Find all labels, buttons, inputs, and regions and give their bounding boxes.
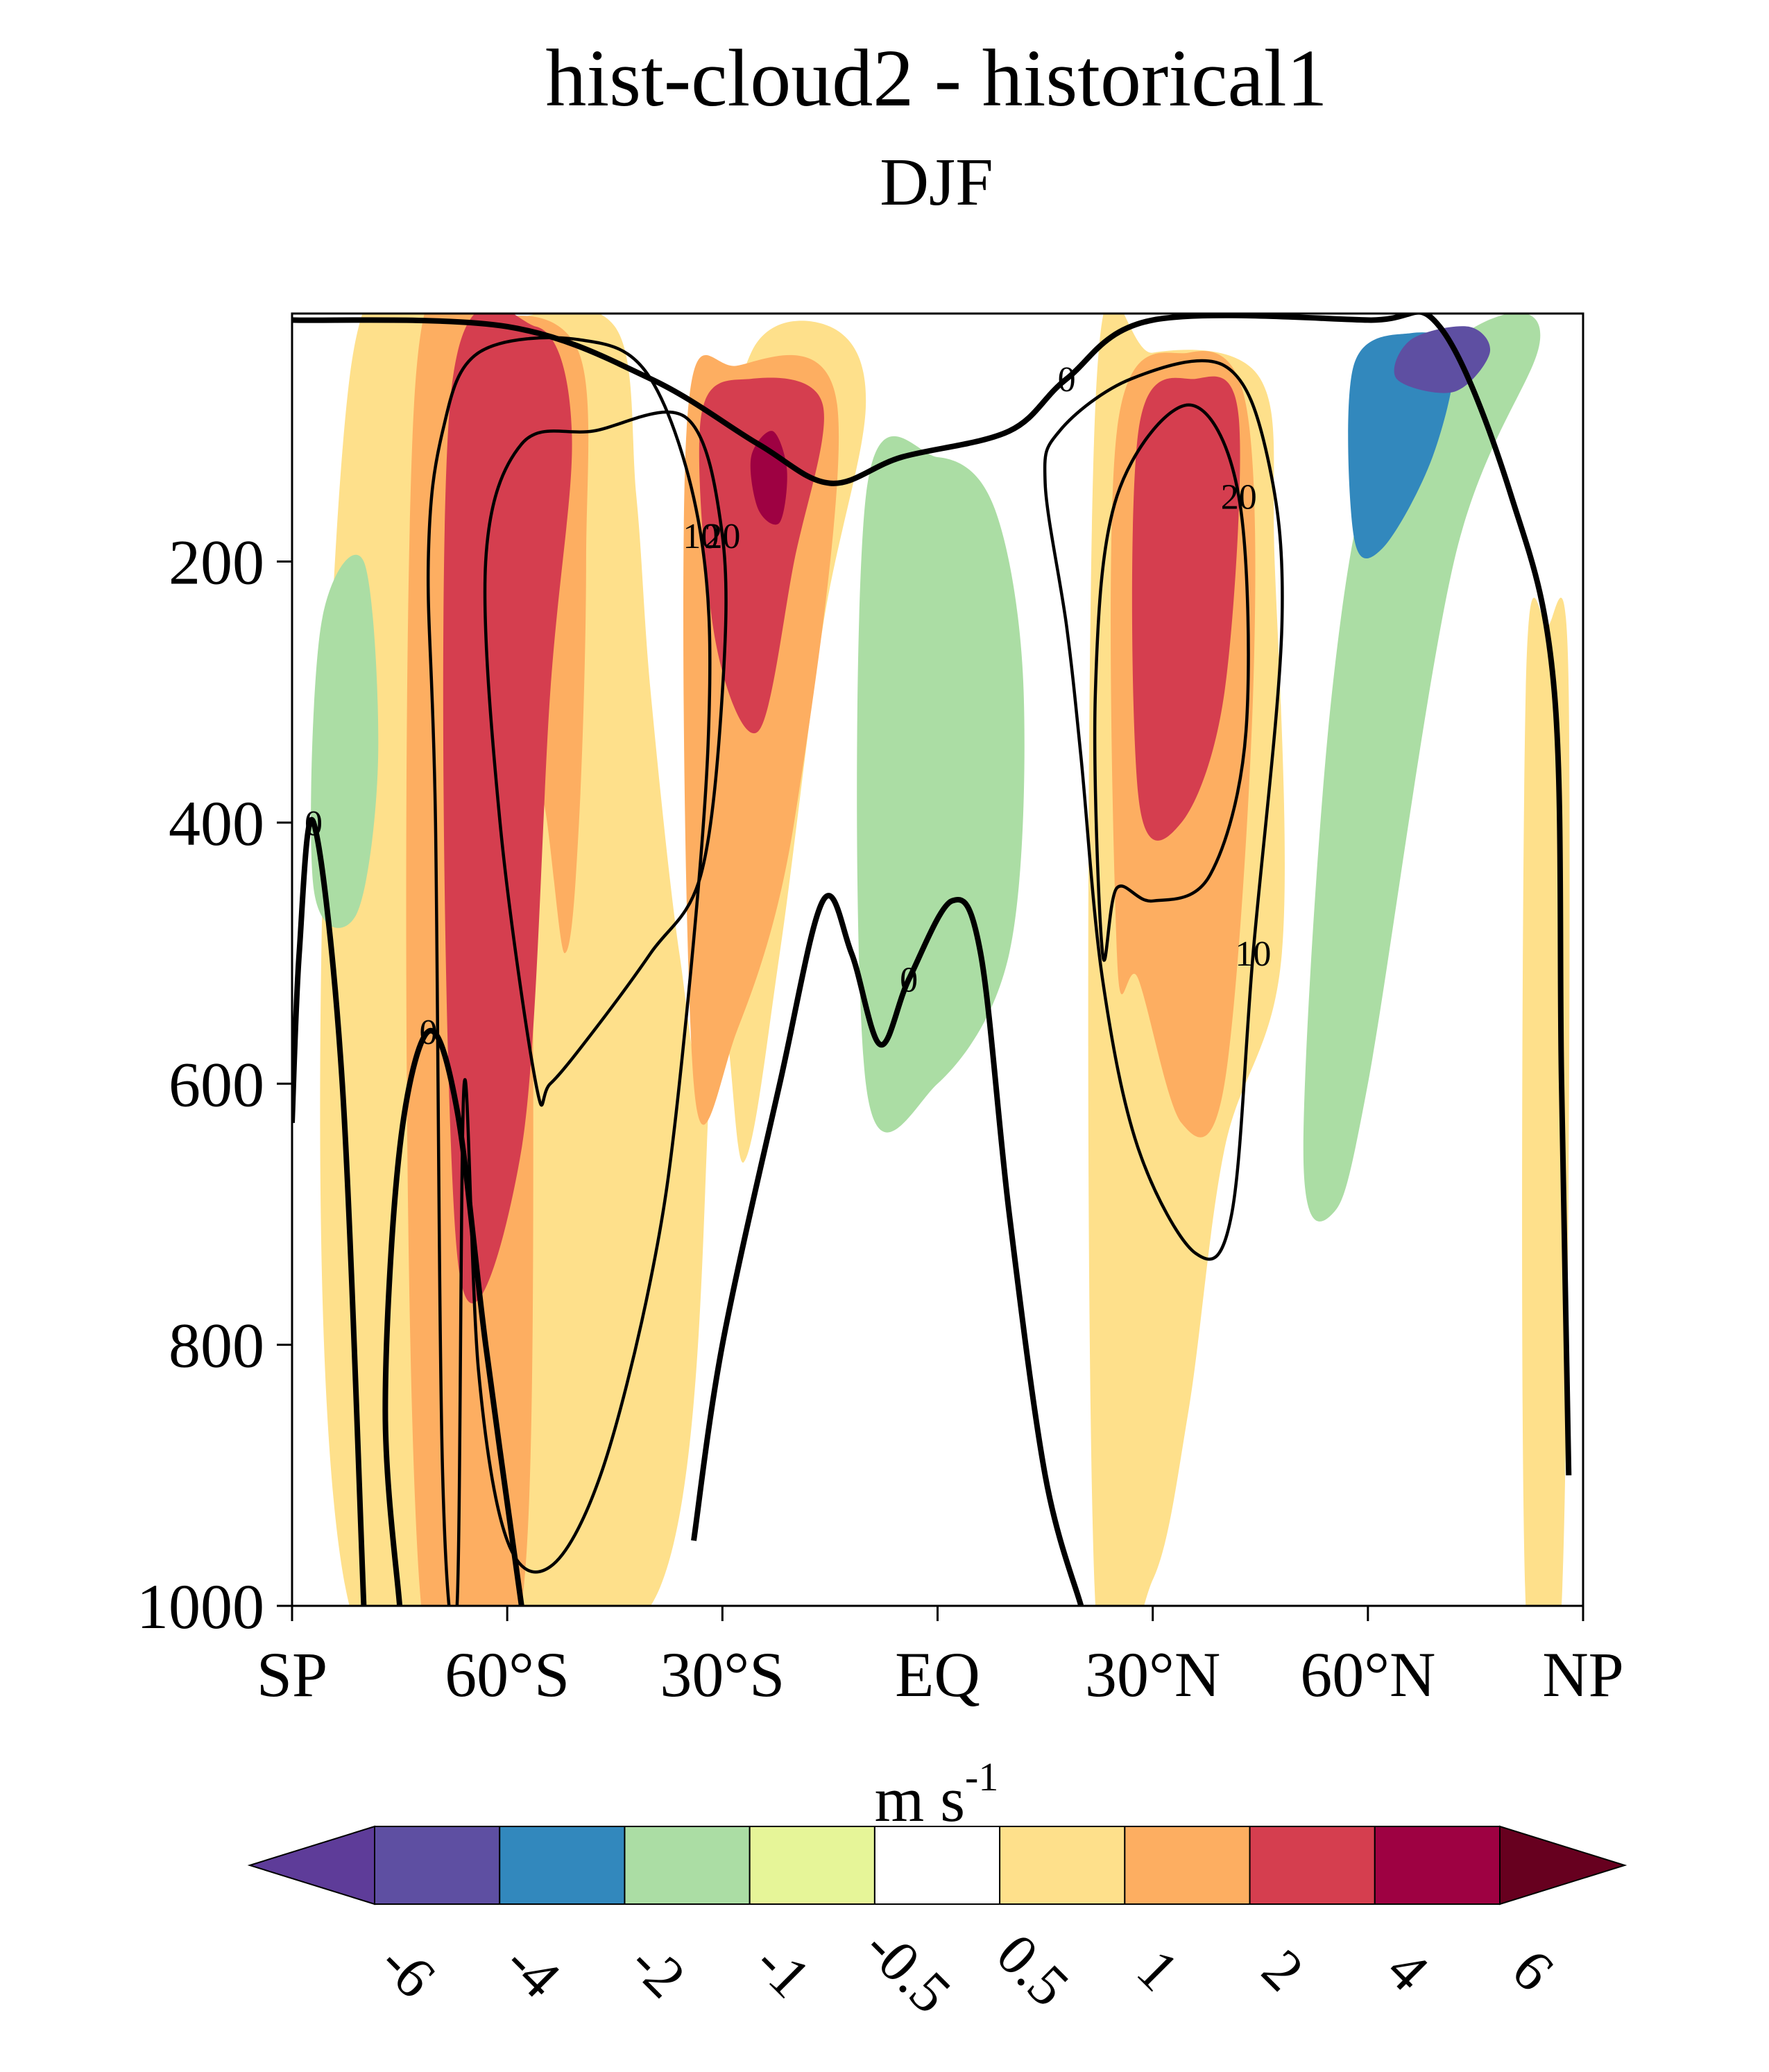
y-axis: 200 400 600 800 1000 xyxy=(137,527,292,1642)
chart-title: hist-cloud2 - historical1 xyxy=(545,33,1327,123)
contour-10-line xyxy=(426,336,712,1606)
colorbar-segment xyxy=(374,1826,501,1905)
colorbar-segment xyxy=(1374,1826,1501,1905)
colorbar-segment xyxy=(624,1826,751,1905)
contour-0-line xyxy=(292,314,1572,1475)
contour-label: 0 xyxy=(305,804,323,844)
colorbar-tick-label: -1 xyxy=(742,1930,822,2010)
y-tick-label: 1000 xyxy=(137,1571,264,1642)
contour-label: 0 xyxy=(1058,360,1076,400)
fill-region-11 xyxy=(311,554,379,928)
x-axis: SP 60°S 30°S EQ 30°N 60°N NP xyxy=(257,1606,1624,1710)
contour-label: 20 xyxy=(704,517,740,556)
fill-region-8 xyxy=(1131,376,1240,841)
colorbar-segment xyxy=(999,1826,1126,1905)
colorbar-segment xyxy=(499,1826,626,1905)
contour-label: 0 xyxy=(900,961,918,1000)
colorbar-unit-base: m s xyxy=(875,1764,965,1835)
colorbar-segment xyxy=(749,1826,875,1905)
x-tick-label: 60°N xyxy=(1300,1639,1435,1710)
contour-20-line xyxy=(1093,403,1250,962)
colorbar-unit: m s-1 xyxy=(875,1754,999,1835)
contour-label: 10 xyxy=(1235,934,1271,974)
colorbar-segment xyxy=(1249,1826,1376,1905)
colorbar-high-extension xyxy=(1499,1825,1627,1906)
y-tick-label: 600 xyxy=(169,1049,264,1120)
x-tick-label: 30°N xyxy=(1085,1639,1220,1710)
colorbar-tick-label: -0.5 xyxy=(852,1915,963,2026)
colorbar-tick-label: -6 xyxy=(368,1930,447,2010)
colorbar-low-extension xyxy=(247,1825,375,1906)
colorbar-segment xyxy=(873,1826,1001,1905)
colorbar-tick-label: -2 xyxy=(617,1930,697,2010)
colorbar-tick-label: 4 xyxy=(1374,1937,1440,2003)
colorbar-tick-label: -4 xyxy=(493,1930,572,2010)
x-tick-label: 30°S xyxy=(660,1639,785,1710)
y-tick-label: 200 xyxy=(169,527,264,598)
contour-10-line xyxy=(1043,359,1284,1261)
contour-0-line xyxy=(382,1027,524,1606)
colorbar-unit-exponent: -1 xyxy=(965,1754,998,1799)
x-tick-label: SP xyxy=(257,1639,327,1710)
chart-subtitle: DJF xyxy=(880,145,993,220)
colorbar: m s-1 -6 -4 -2 -1 -0.5 0.5 1 2 4 6 xyxy=(247,1754,1627,2026)
colorbar-segments xyxy=(247,1825,1627,1906)
colorbar-tick-label: 6 xyxy=(1500,1937,1566,2003)
contour-0-line xyxy=(292,817,367,1606)
x-tick-label: 60°S xyxy=(445,1639,570,1710)
y-tick-label: 400 xyxy=(169,788,264,859)
contour-20-line xyxy=(483,410,728,1107)
contour-label: 0 xyxy=(419,1013,437,1052)
contour-label: 10 xyxy=(683,517,719,556)
colorbar-tick-label: 0.5 xyxy=(984,1922,1082,2019)
contour-label: 20 xyxy=(1221,477,1257,517)
contour-0-line xyxy=(691,893,1084,1606)
filled-contours xyxy=(311,314,1570,1606)
x-tick-label: NP xyxy=(1542,1639,1624,1710)
colorbar-labels: -6 -4 -2 -1 -0.5 0.5 1 2 4 6 xyxy=(368,1915,1566,2026)
colorbar-tick-label: 1 xyxy=(1125,1937,1190,2003)
colorbar-tick-label: 2 xyxy=(1249,1937,1315,2003)
x-tick-label: EQ xyxy=(895,1639,980,1710)
y-tick-label: 800 xyxy=(169,1310,264,1381)
fill-region-3 xyxy=(443,314,572,1303)
colorbar-segment xyxy=(1124,1826,1251,1905)
